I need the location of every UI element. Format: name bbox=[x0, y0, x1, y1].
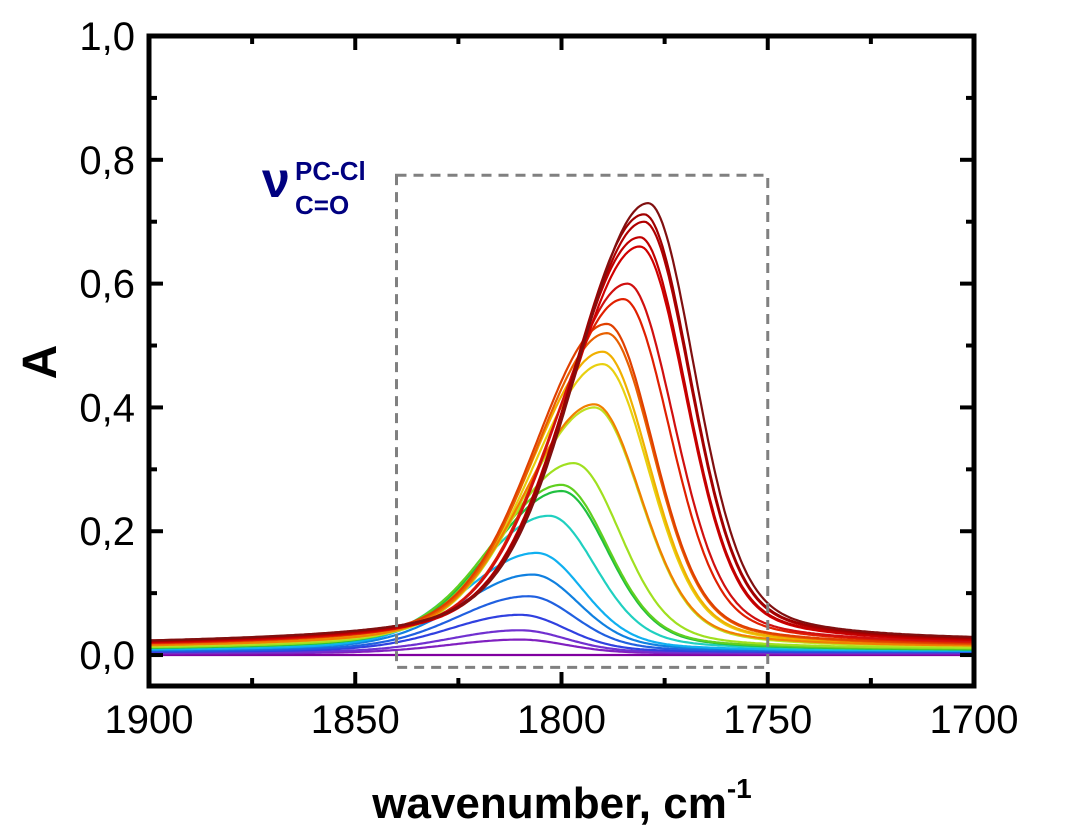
x-tick-label: 1700 bbox=[930, 698, 1019, 742]
x-axis-title-text: wavenumber, cm bbox=[371, 779, 727, 828]
spectrum-line bbox=[149, 403, 974, 647]
spectrum-line bbox=[149, 297, 974, 645]
x-tick-label: 1750 bbox=[723, 698, 812, 742]
spectrum-line bbox=[149, 322, 974, 645]
y-tick-label: 0,4 bbox=[79, 386, 135, 430]
spectrum-line bbox=[149, 236, 974, 643]
y-tick-label: 0,0 bbox=[79, 634, 135, 678]
nu-symbol: ν bbox=[262, 152, 290, 208]
x-tick-label: 1800 bbox=[517, 698, 606, 742]
nu-subscript: C=O bbox=[295, 190, 349, 220]
highlight-box bbox=[395, 173, 770, 669]
x-axis-ticks: 1900 1850 1800 1750 1700 bbox=[105, 36, 1019, 742]
spectrum-line bbox=[148, 350, 974, 647]
x-tick-label: 1850 bbox=[311, 698, 400, 742]
x-axis-title: wavenumber, cm-1 bbox=[371, 773, 752, 828]
y-axis-title: A bbox=[14, 345, 67, 380]
spectrum-line bbox=[148, 406, 974, 648]
x-axis-title-superscript: -1 bbox=[727, 773, 752, 804]
spectrum-line bbox=[149, 551, 974, 652]
nu-annotation: ν PC-Cl C=O bbox=[262, 152, 366, 220]
spectrum-line bbox=[149, 201, 975, 642]
y-tick-label: 1,0 bbox=[79, 15, 135, 59]
y-tick-label: 0,8 bbox=[79, 139, 135, 183]
spectrum-line bbox=[149, 461, 974, 650]
y-tick-label: 0,6 bbox=[79, 263, 135, 307]
x-tick-label: 1900 bbox=[105, 698, 194, 742]
nu-superscript: PC-Cl bbox=[295, 156, 366, 186]
y-axis-ticks: 0,0 0,2 0,4 0,6 0,8 1,0 bbox=[79, 15, 974, 678]
spectrum-line bbox=[149, 245, 974, 644]
y-tick-label: 0,2 bbox=[79, 510, 135, 554]
spectra-series-group bbox=[148, 201, 975, 657]
